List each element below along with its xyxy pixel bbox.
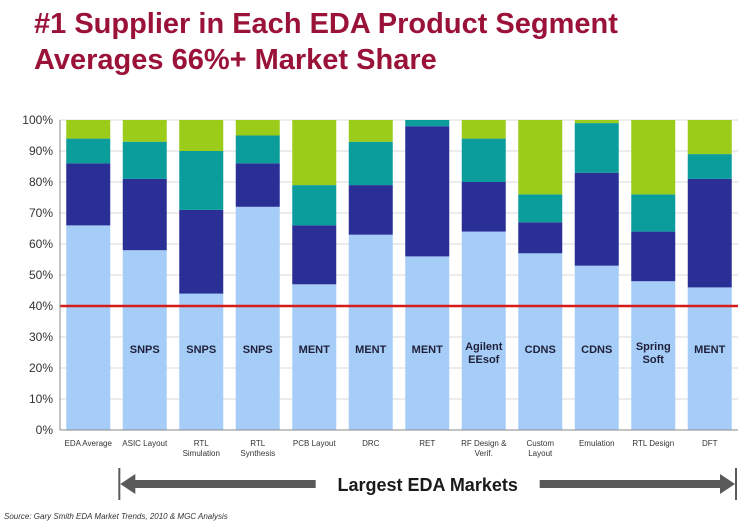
chart-title: #1 Supplier in Each EDA Product Segment … (34, 6, 734, 78)
x-tick-label: DRC (362, 439, 380, 448)
bar-segment-4 (574, 120, 619, 124)
bar-segment-4 (235, 120, 280, 136)
bar-label: CDNS (525, 344, 556, 356)
bar-segment-2 (122, 178, 167, 251)
x-tick-label: RTL Simulation (183, 439, 220, 458)
bar-segment-1 (292, 284, 337, 430)
y-tick-label: 10% (29, 392, 53, 406)
bar-segment-1 (461, 231, 506, 430)
bar-segment-4 (518, 120, 563, 195)
bar-segment-2 (405, 126, 450, 257)
bar-segment-1 (574, 265, 619, 430)
bar-segment-4 (348, 120, 393, 142)
bar-segment-1 (66, 225, 111, 430)
bar-label: SNPS (130, 344, 160, 356)
arrow-label: Largest EDA Markets (337, 475, 517, 495)
bar-segment-4 (66, 120, 111, 139)
y-tick-label: 100% (22, 113, 53, 127)
x-tick-label: RF Design & Verif. (461, 439, 507, 458)
y-tick-label: 20% (29, 361, 53, 375)
bar-segment-1 (122, 250, 167, 430)
x-tick-label: DFT (702, 439, 718, 448)
arrow-right-head (720, 474, 735, 494)
x-tick-label: ASIC Layout (122, 439, 168, 448)
y-tick-label: 30% (29, 330, 53, 344)
bar-segment-1 (348, 234, 393, 430)
arrow-left-head (120, 474, 136, 494)
bar-segment-3 (235, 135, 280, 164)
bar-segment-1 (235, 206, 280, 430)
bar-segment-2 (66, 163, 111, 226)
bar-segment-3 (631, 194, 676, 232)
bar-segment-3 (179, 151, 224, 210)
x-tick-label: Custom Layout (526, 439, 554, 458)
y-tick-label: 50% (29, 268, 53, 282)
bar-segment-2 (235, 163, 280, 207)
bar-segment-1 (687, 287, 732, 430)
y-tick-label: 80% (29, 175, 53, 189)
bar-label: MENT (299, 344, 330, 356)
bar-segment-2 (461, 182, 506, 232)
bar-segment-2 (574, 172, 619, 266)
bar-segment-1 (518, 253, 563, 430)
bar-segment-3 (518, 194, 563, 223)
y-tick-label: 60% (29, 237, 53, 251)
title-line-1: #1 Supplier in Each EDA Product Segment (34, 8, 618, 40)
bar-segment-3 (405, 120, 450, 127)
title-line-2: Averages 66%+ Market Share (34, 44, 437, 76)
bar-label: MENT (694, 344, 725, 356)
bar-segment-4 (122, 120, 167, 142)
bar-segment-2 (687, 178, 732, 288)
bar-segment-2 (292, 225, 337, 285)
bar-segment-3 (461, 138, 506, 182)
bar-segment-1 (405, 256, 450, 430)
bar-segment-2 (179, 209, 224, 294)
bar-segment-1 (179, 293, 224, 430)
bar-label: CDNS (581, 344, 612, 356)
bar-label: SNPS (243, 344, 273, 356)
bar-segment-2 (348, 185, 393, 235)
bar-segment-3 (292, 185, 337, 226)
x-tick-label: Emulation (579, 439, 615, 448)
y-tick-label: 70% (29, 206, 53, 220)
bar-label: MENT (412, 344, 443, 356)
bar-label: Spring Soft (636, 341, 671, 366)
bar-segment-4 (631, 120, 676, 195)
x-tick-label: RTL Synthesis (240, 439, 275, 458)
bar-segment-4 (461, 120, 506, 139)
bar-segment-2 (518, 222, 563, 254)
bar-segment-2 (631, 231, 676, 282)
bar-segment-3 (687, 154, 732, 179)
bar-segment-4 (179, 120, 224, 151)
arrow-label-bg (315, 471, 540, 497)
source-note: Source: Gary Smith EDA Market Trends, 20… (4, 512, 228, 521)
x-tick-label: RTL Design (632, 439, 674, 448)
bar-segment-3 (574, 123, 619, 173)
x-tick-label: RET (419, 439, 435, 448)
bar-segment-3 (348, 141, 393, 186)
bar-segment-3 (66, 138, 111, 164)
y-tick-label: 0% (36, 423, 54, 437)
y-tick-label: 40% (29, 299, 53, 313)
y-tick-label: 90% (29, 144, 53, 158)
bar-segment-4 (687, 120, 732, 155)
bar-label: Agilent EEsof (465, 341, 503, 366)
bar-label: SNPS (186, 344, 216, 356)
bar-segment-3 (122, 141, 167, 179)
bar-label: MENT (355, 344, 386, 356)
bar-segment-4 (292, 120, 337, 186)
x-tick-label: PCB Layout (293, 439, 336, 448)
x-tick-label: EDA Average (65, 439, 113, 448)
